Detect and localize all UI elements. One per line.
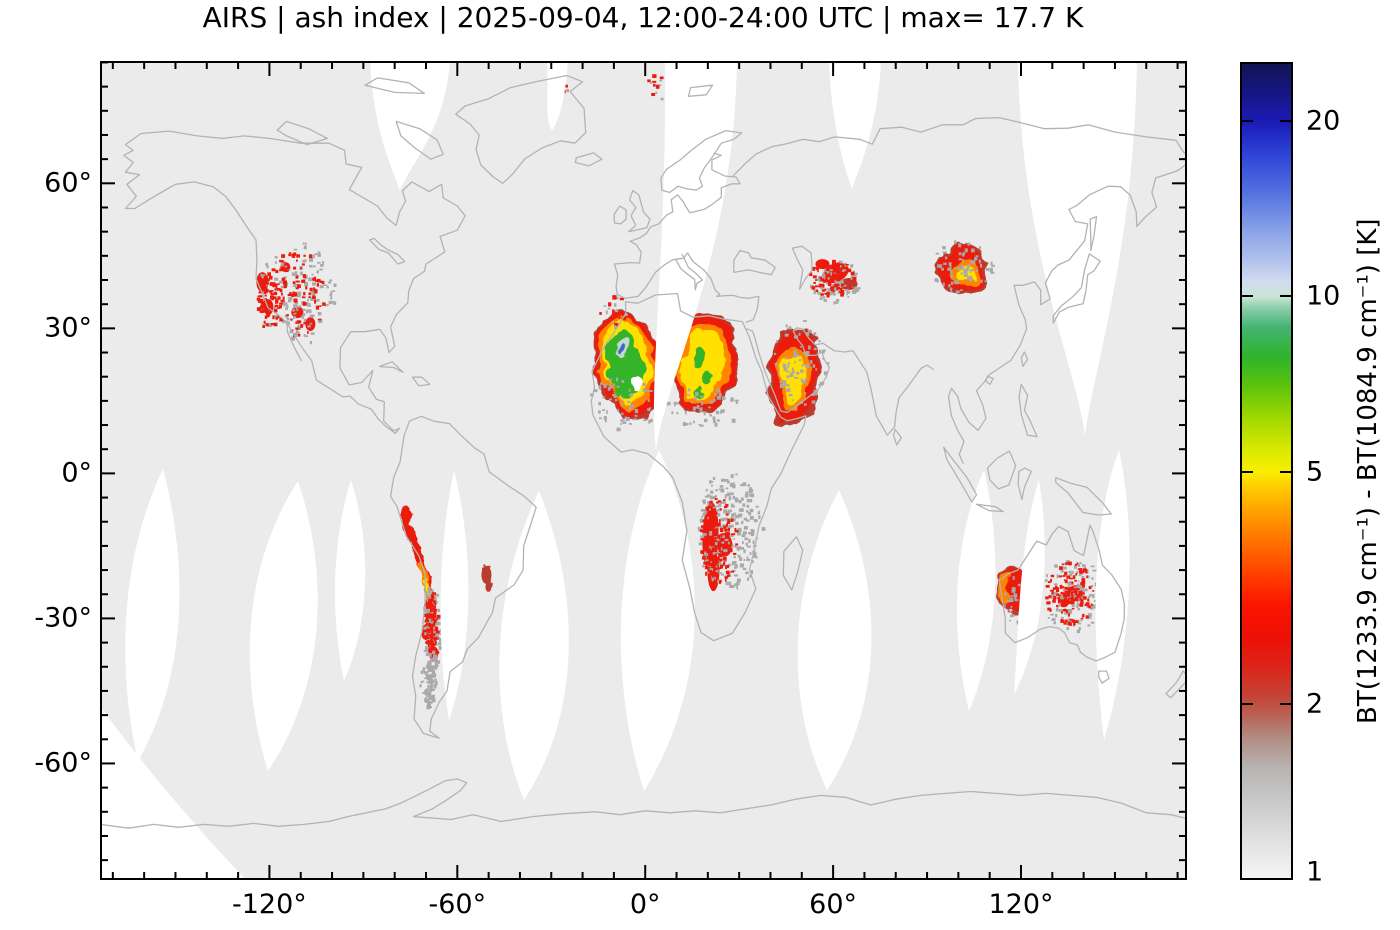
coastlines <box>100 74 1187 829</box>
y-tick-label: -30° <box>34 602 92 634</box>
map-content <box>100 61 1187 880</box>
x-tick-label: 0° <box>629 889 661 920</box>
colorbar-tick <box>1280 471 1293 473</box>
figure-title: AIRS | ash index | 2025-09-04, 12:00-24:… <box>202 1 1084 34</box>
swath-gaps <box>100 61 1137 880</box>
ash-region-gobi-east-asia-plume <box>934 244 989 296</box>
ash-region-central-sahara-plume <box>671 311 738 413</box>
colorbar-tick <box>1240 295 1253 298</box>
x-tick-label: 120° <box>988 889 1054 920</box>
y-tick-label: -60° <box>34 747 92 779</box>
x-tick-label: 60° <box>809 889 858 920</box>
world-map-plot <box>100 61 1187 880</box>
y-tick-label: 60° <box>44 167 92 199</box>
colorbar-tick <box>1240 119 1253 122</box>
y-tick-label: 30° <box>44 312 92 344</box>
colorbar-tick <box>1280 703 1293 706</box>
plot-border <box>100 61 1187 880</box>
colorbar-tick <box>1240 471 1253 473</box>
colorbar-tick-label: 20 <box>1306 105 1341 137</box>
x-tick-label: -120° <box>232 889 307 920</box>
colorbar-tick <box>1240 703 1253 706</box>
ash-plumes <box>594 244 1027 615</box>
colorbar-axis-label: BT(1233.9 cm⁻¹) - BT(1084.9 cm⁻¹) [K] <box>1353 218 1383 724</box>
colorbar-tick-label: 1 <box>1306 856 1324 888</box>
colorbar-tick-label: 10 <box>1306 280 1341 312</box>
colorbar-tick <box>1280 119 1293 122</box>
x-tick-label: -60° <box>428 889 487 920</box>
world-map-svg <box>100 61 1187 880</box>
colorbar-tick-label: 2 <box>1306 688 1324 720</box>
colorbar-tick <box>1280 295 1293 298</box>
y-tick-label: 0° <box>61 457 92 489</box>
colorbar-tick-label: 5 <box>1306 456 1324 488</box>
